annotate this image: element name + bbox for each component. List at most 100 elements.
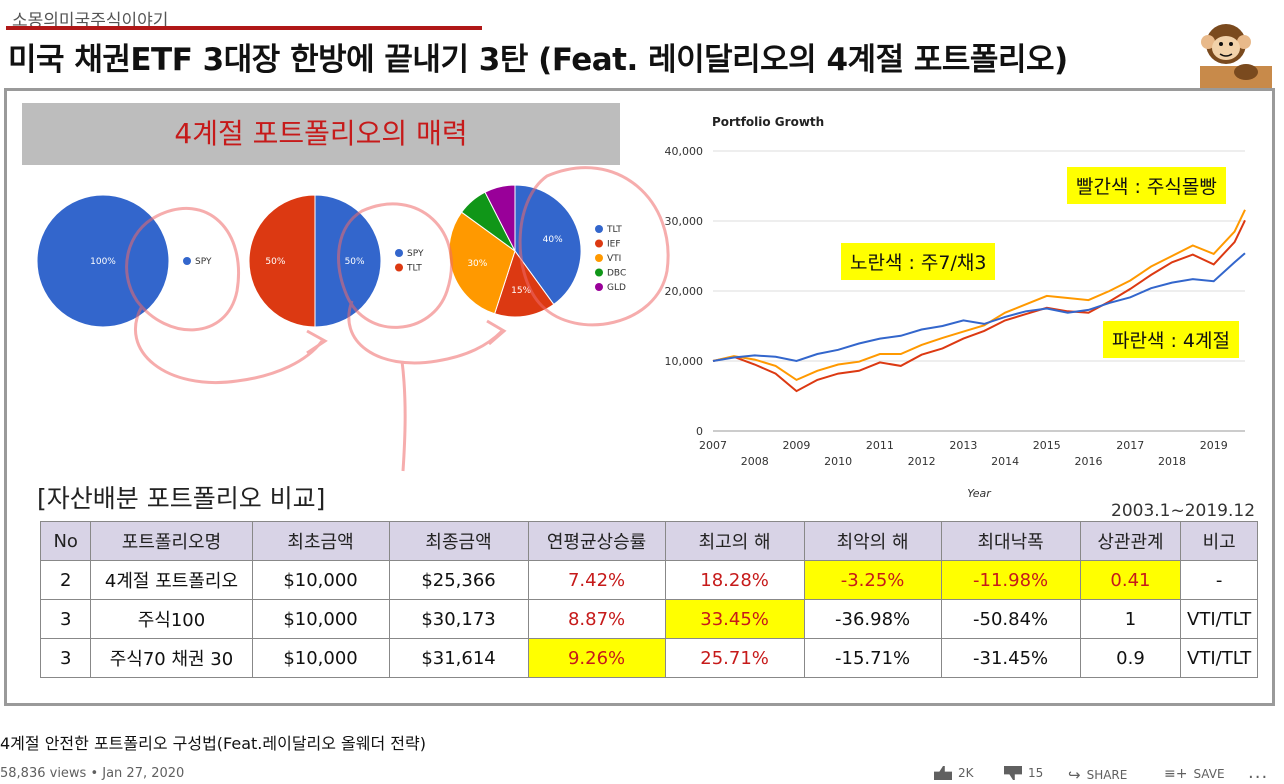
channel-underline [6,26,482,30]
cell-cagr: 9.26% [527,638,666,678]
chart-title: Portfolio Growth [712,115,825,129]
cell-no: 3 [39,599,92,639]
cell-best-year: 25.71% [664,638,805,678]
table-header-row: No 포트폴리오명 최초금액 최종금액 연평균상승률 최고의 해 최악의 해 최… [39,521,1258,561]
portfolio-growth-chart: 0 10,000 20,000 30,000 40,000 2007 2008 2009 201… [665,145,1246,500]
cell-correlation: 1 [1079,599,1182,639]
header-cell: 최고의 해 [664,521,805,561]
pie-charts: 100% SPY 50% 50% SPY TLT 40% 15% 30% TLT IEF VTI DBC… [36,184,626,328]
x-axis-label: Year [967,487,992,500]
comparison-title: [자산배분 포트폴리오 비교] [37,484,326,513]
monkey-mascot-icon [1196,14,1276,90]
header-cell: 연평균상승률 [527,521,666,561]
cell-initial: $10,000 [251,638,390,678]
dislike-button[interactable]: 15 [1004,766,1043,780]
cell-note: - [1180,560,1258,600]
cell-final: $31,614 [388,638,529,678]
dislike-count: 15 [1028,766,1044,780]
share-label: SHARE [1086,768,1128,782]
legend-label: GLD [607,283,626,293]
x-tick-label: 2014 [991,455,1019,468]
header-cell: 최종금액 [388,521,529,561]
cell-name: 주식100 [90,599,253,639]
pie-slice-label: 15% [511,286,531,296]
legend-dot [595,239,603,248]
callout-blue: 파란색 : 4계절 [1103,321,1239,358]
x-tick-label: 2011 [866,439,894,452]
save-button[interactable]: ≡+ SAVE [1164,766,1225,782]
x-tick-label: 2015 [1033,439,1061,452]
banner-title: 4계절 포트폴리오의 매력 [174,117,468,150]
header-cell: 상관관계 [1079,521,1182,561]
header-cell: No [39,521,92,561]
cell-max-drawdown: -50.84% [940,599,1081,639]
thumbs-down-icon [1004,766,1022,780]
cell-cagr: 8.87% [527,599,666,639]
header-cell: 최초금액 [251,521,390,561]
period-label: 2003.1~2019.12 [1111,501,1256,521]
x-tick-label: 2008 [741,455,769,468]
table-row: 3 주식70 채권 30 $10,000 $31,614 9.26% 25.71… [39,638,1258,678]
legend-dot [395,263,403,272]
more-options-icon[interactable]: ... [1248,762,1269,783]
cell-name: 4계절 포트폴리오 [90,560,253,600]
x-tick-label: 2016 [1075,455,1103,468]
cell-worst-year: -15.71% [803,638,942,678]
table-row: 3 주식100 $10,000 $30,173 8.87% 33.45% -36… [39,599,1258,639]
cell-final: $30,173 [388,599,529,639]
cell-no: 3 [39,638,92,678]
x-tick-label: 2018 [1158,455,1186,468]
cell-max-drawdown: -11.98% [940,560,1081,600]
playlist-add-icon: ≡+ [1164,766,1188,782]
x-tick-label: 2017 [1116,439,1144,452]
like-button[interactable]: 2K [934,766,974,780]
legend-label: SPY [407,249,424,259]
legend-dot [595,268,603,277]
pie-slice-label: 50% [345,257,365,267]
legend-label: IEF [607,240,621,250]
cell-correlation: 0.41 [1079,560,1182,600]
cell-final: $25,366 [388,560,529,600]
pie-slice-label: 100% [90,257,116,267]
legend-label: DBC [607,269,626,279]
y-tick-label: 10,000 [665,355,704,368]
legend-dot [595,254,603,262]
cell-cagr: 7.42% [527,560,666,600]
video-title[interactable]: 4계절 안전한 포트폴리오 구성법(Feat.레이달리오 올웨더 전략) [0,734,426,753]
cell-best-year: 33.45% [664,599,805,639]
comparison-table: No 포트폴리오명 최초금액 최종금액 연평균상승률 최고의 해 최악의 해 최… [39,521,1258,678]
legend-dot [183,257,191,265]
legend-label: TLT [406,264,422,274]
legend-dot [595,283,603,291]
pie-slice-label: 50% [265,257,285,267]
pie-slice-label: 40% [543,235,563,245]
share-button[interactable]: ↪ SHARE [1068,766,1127,784]
cell-name: 주식70 채권 30 [90,638,253,678]
cell-note: VTI/TLT [1180,638,1258,678]
table-row: 2 4계절 포트폴리오 $10,000 $25,366 7.42% 18.28%… [39,560,1258,600]
series-line [712,219,1246,393]
y-tick-label: 30,000 [665,215,704,228]
cell-worst-year: -3.25% [803,560,942,600]
cell-max-drawdown: -31.45% [940,638,1081,678]
slide-title: 미국 채권ETF 3대장 한방에 끝내기 3탄 (Feat. 레이달리오의 4계… [8,42,1068,78]
slide-content: 4계절 포트폴리오의 매력 100% SPY 50% 50% SPY TLT 40% 15% 3… [4,88,1275,706]
x-tick-label: 2009 [782,439,810,452]
y-tick-label: 0 [696,425,703,438]
series-line [712,252,1246,363]
thumbs-up-icon [934,766,952,780]
legend-dot [595,225,603,233]
banner: 4계절 포트폴리오의 매력 [22,103,620,165]
save-label: SAVE [1193,767,1225,781]
legend-label: TLT [606,225,622,235]
pie-slice-label: 30% [467,259,487,269]
cell-initial: $10,000 [251,599,390,639]
cell-no: 2 [39,560,92,600]
pie-slice [484,184,516,252]
x-tick-label: 2013 [949,439,977,452]
header-cell: 최악의 해 [803,521,942,561]
x-tick-label: 2012 [908,455,936,468]
series-line [712,209,1246,382]
callout-red: 빨간색 : 주식몰빵 [1067,167,1226,204]
header-cell: 최대낙폭 [940,521,1081,561]
